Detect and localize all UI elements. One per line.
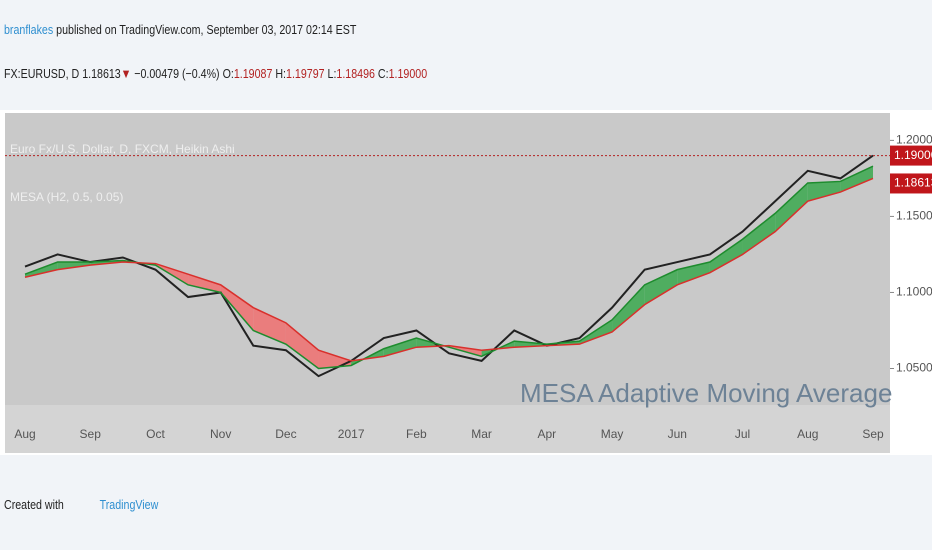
c-label: C: (377, 66, 389, 81)
symbol-line: FX:EURUSD, D 1.18613▼ −0.00479 (−0.4%) O… (4, 66, 427, 81)
price-tag (890, 173, 932, 194)
l-label: L: (327, 66, 337, 81)
band (220, 284, 254, 331)
x-tick-label: Nov (210, 427, 231, 441)
author[interactable]: branflakes (4, 22, 54, 37)
band (807, 181, 841, 202)
watermark: MESA Adaptive Moving Average (520, 378, 892, 408)
band (742, 213, 776, 255)
x-tick-label: 2017 (338, 427, 365, 441)
x-tick-label: Jul (735, 427, 750, 441)
arrow: ▼ (120, 66, 132, 81)
x-tick-label: Jun (668, 427, 687, 441)
x-tick-label: Sep (862, 427, 884, 441)
price-tag-label: 1.18613 (894, 176, 932, 190)
band (416, 338, 449, 348)
band (285, 322, 319, 369)
series-line (24, 154, 874, 378)
last: 1.18613 (82, 66, 121, 81)
brand[interactable]: TradingView (99, 497, 159, 512)
o-label: O: (222, 66, 234, 81)
x-tick-label: Sep (80, 427, 102, 441)
y-tick-label: 1.20000 (896, 133, 932, 147)
plot-area (5, 113, 890, 405)
published: published on TradingView.com, September … (56, 22, 357, 37)
price-tag-label: 1.19000 (894, 148, 932, 162)
band (709, 239, 743, 273)
x-tick-label: Oct (146, 427, 165, 441)
close: 1.19000 (388, 66, 428, 81)
band (840, 166, 873, 193)
chart: MESA Adaptive Moving Average Euro Fx/U.S… (0, 110, 932, 455)
band (57, 262, 91, 270)
y-tick-label: 1.05000 (896, 361, 932, 375)
series-line (24, 177, 874, 362)
band (383, 338, 417, 357)
x-tick-label: Dec (275, 427, 296, 441)
band (644, 269, 678, 305)
x-tick-label: Aug (797, 427, 818, 441)
band (775, 182, 808, 232)
band (188, 274, 221, 293)
y-tick-label: 1.10000 (896, 285, 932, 299)
symbol: FX:EURUSD, D (4, 66, 80, 81)
series-line (24, 165, 874, 370)
high: 1.19797 (286, 66, 325, 81)
indicator-label: MESA (H2, 0.5, 0.05) (10, 190, 123, 204)
x-tick-label: Apr (538, 427, 557, 441)
footer: Created with TradingView (4, 497, 158, 512)
low: 1.18496 (336, 66, 375, 81)
y-tick-label: 1.15000 (896, 209, 932, 223)
price-tag (890, 145, 932, 166)
open: 1.19087 (233, 66, 273, 81)
x-tick-label: Aug (14, 427, 35, 441)
x-tick-label: May (601, 427, 624, 441)
x-tick-label: Feb (406, 427, 427, 441)
publish-line: branflakes published on TradingView.com,… (4, 22, 356, 37)
h-label: H: (275, 66, 287, 81)
chart-title: Euro Fx/U.S. Dollar, D, FXCM, Heikin Ash… (10, 142, 235, 156)
band (253, 307, 286, 345)
band (612, 284, 645, 332)
x-tick-label: Mar (471, 427, 492, 441)
change: −0.00479 (−0.4%) (134, 66, 220, 81)
created: Created with (4, 497, 64, 512)
x-axis-area (5, 405, 890, 453)
